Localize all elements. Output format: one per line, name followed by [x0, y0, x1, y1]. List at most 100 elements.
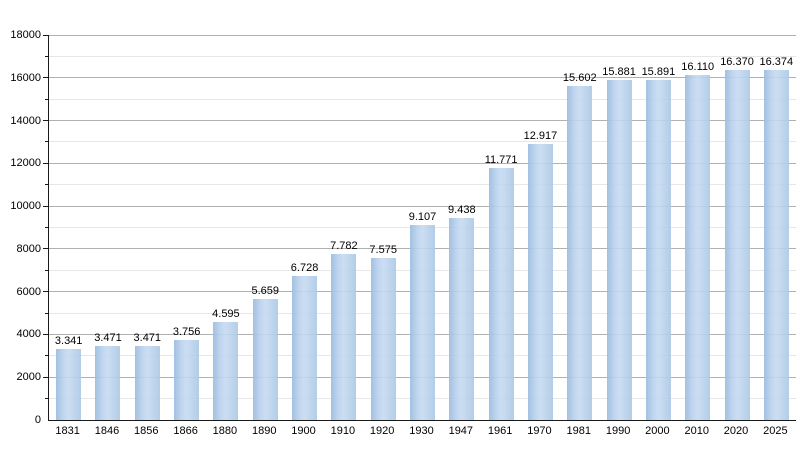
x-tick-label: 1947 [448, 425, 474, 437]
bar-2010: 16.110 [681, 61, 714, 420]
x-tick-label: 2000 [645, 425, 670, 437]
bar-value-label: 16.374 [759, 55, 794, 68]
gridline-minor [49, 141, 796, 143]
y-axis-tick [43, 333, 49, 335]
x-tick-label: 1930 [409, 425, 434, 437]
x-tick-label: 2010 [684, 425, 709, 437]
y-axis-labels: 0 2000 4000 6000 8000 10000 12000 14000 16000 180… [0, 29, 41, 426]
bar-value-label: 16.370 [720, 55, 754, 68]
bar-value-label: 11.771 [484, 154, 518, 167]
bar-1866: 3.756 [173, 326, 200, 420]
x-tick-label: 1910 [330, 425, 356, 437]
bar-value-label: 3.341 [54, 334, 83, 347]
gridline-major [49, 205, 796, 207]
gridline-minor [49, 55, 796, 57]
y-axis-tick [43, 291, 49, 293]
bar-value-label: 3.471 [94, 331, 122, 344]
gridline-minor [49, 184, 796, 186]
x-tick-label: 1846 [94, 425, 120, 437]
y-axis-tick [45, 312, 49, 314]
y-axis-tick [43, 120, 49, 122]
bar-fill [449, 218, 475, 420]
y-axis-tick [43, 162, 49, 164]
bar-value-label: 15.602 [562, 72, 597, 85]
bar-fill [567, 86, 593, 420]
bar-value-label: 15.891 [641, 66, 676, 79]
bar-1880: 4.595 [212, 308, 240, 420]
bar-value-label: 15.881 [602, 66, 636, 79]
bar-fill [134, 345, 160, 420]
bar-fill [174, 339, 200, 420]
y-axis-tick [45, 269, 49, 271]
x-tick-label: 2020 [723, 425, 749, 437]
x-tick-label: 1900 [291, 425, 316, 437]
bar-value-label: 4.595 [212, 307, 240, 320]
bar-1947: 9.438 [448, 204, 476, 420]
y-axis-tick [43, 34, 49, 36]
bar-fill [645, 80, 671, 420]
y-tick-label: 18000 [10, 29, 41, 41]
y-tick-label: 0 [34, 414, 41, 426]
y-axis-tick [45, 55, 49, 57]
y-tick-label: 14000 [10, 114, 41, 127]
y-axis-tick [45, 98, 49, 100]
x-tick-label: 1890 [251, 425, 277, 437]
y-axis-tick [45, 398, 49, 400]
bar-value-label: 9.107 [408, 211, 437, 224]
x-tick-label: 2025 [763, 425, 788, 437]
bar-fill [606, 80, 632, 420]
gridline-major [49, 34, 796, 36]
bar-1831: 3.341 [55, 335, 82, 420]
bar-fill [95, 345, 121, 420]
bar-1920: 7.575 [369, 244, 397, 420]
y-axis-tick [45, 184, 49, 186]
bar-fill [763, 69, 789, 420]
gridline-minor [49, 98, 796, 100]
bar-1930: 9.107 [409, 211, 436, 420]
bar-fill [331, 253, 357, 420]
y-axis-tick [43, 376, 49, 378]
y-tick-label: 10000 [10, 200, 41, 213]
bar-1856: 3.471 [134, 332, 161, 420]
bar-value-label: 5.659 [251, 284, 279, 297]
y-axis-tick [43, 248, 49, 250]
x-tick-label: 1831 [55, 425, 80, 437]
bar-1910: 7.782 [330, 240, 358, 420]
x-tick-label: 1880 [212, 425, 238, 437]
y-tick-label: 12000 [10, 157, 41, 170]
y-axis-tick [45, 355, 49, 357]
bar-1900: 6.728 [291, 262, 318, 420]
bar-value-label: 16.110 [681, 61, 715, 74]
y-axis-tick [45, 227, 49, 228]
bar-fill [56, 348, 82, 420]
y-tick-label: 8000 [16, 242, 41, 255]
bar-value-label: 9.438 [448, 204, 476, 217]
bar-1981: 15.602 [563, 72, 597, 420]
bar-value-label: 7.575 [369, 243, 397, 256]
bar-fill [252, 298, 278, 420]
gridline-major [49, 120, 796, 122]
bar-fill [213, 321, 239, 420]
y-axis-tick [43, 205, 49, 207]
x-tick-label: 1866 [173, 425, 198, 437]
x-tick-label: 1981 [566, 425, 591, 437]
bar-fill [685, 75, 711, 420]
bar-1961: 11.771 [485, 154, 518, 420]
bar-fill [724, 69, 750, 420]
bar-fill [410, 225, 435, 420]
y-tick-label: 16000 [10, 71, 41, 84]
x-tick-label: 1961 [487, 425, 513, 437]
y-tick-label: 6000 [16, 285, 41, 298]
bar-fill [527, 143, 553, 420]
bar-value-label: 7.782 [330, 239, 358, 252]
x-tick-label: 1920 [369, 425, 395, 437]
bar-value-label: 3.471 [133, 331, 162, 344]
y-axis-tick [43, 77, 49, 79]
bar-fill [488, 168, 514, 420]
x-tick-label: 1970 [527, 425, 552, 437]
bar-1846: 3.471 [94, 332, 122, 420]
gridline-major [49, 162, 796, 164]
y-tick-label: 2000 [16, 371, 41, 384]
x-axis-labels: 1831 1846 1856 1866 1880 1890 1900 1910 1920 1930… [48, 421, 795, 441]
